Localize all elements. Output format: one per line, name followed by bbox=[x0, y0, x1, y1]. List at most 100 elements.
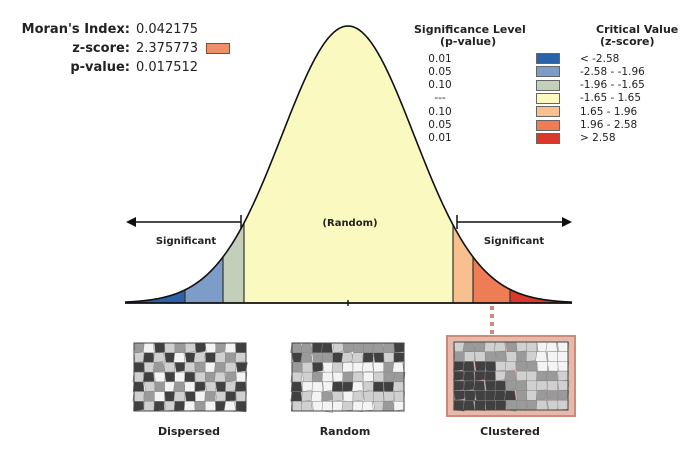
legend-p-value: 0.10 bbox=[428, 105, 452, 118]
legend-p-value: 0.01 bbox=[428, 52, 452, 65]
map-cell bbox=[547, 351, 559, 363]
map-cell bbox=[352, 342, 365, 353]
map-cell bbox=[300, 352, 313, 363]
map-border bbox=[453, 341, 569, 411]
legend-z-range: 1.65 - 1.96 bbox=[580, 105, 638, 118]
region-z-above-2-58 bbox=[510, 289, 572, 303]
map-cell bbox=[194, 342, 207, 353]
map-cell bbox=[184, 381, 196, 393]
map-cell bbox=[557, 351, 569, 363]
map-cell bbox=[545, 370, 558, 382]
map-border bbox=[291, 342, 405, 412]
map-cell bbox=[342, 381, 354, 392]
map-cell bbox=[393, 342, 405, 353]
map-cell bbox=[536, 361, 549, 373]
map-cell bbox=[557, 370, 569, 382]
map-cell bbox=[194, 401, 206, 412]
map-cell bbox=[342, 342, 355, 353]
map-cell bbox=[164, 381, 176, 392]
map-cell bbox=[332, 371, 344, 383]
map-cell bbox=[393, 371, 406, 383]
map-cell bbox=[393, 401, 405, 412]
map-cell bbox=[352, 362, 364, 373]
map-cell bbox=[311, 371, 323, 383]
map-cell bbox=[164, 362, 176, 373]
map-cell bbox=[383, 371, 395, 384]
map-cell bbox=[174, 371, 186, 383]
map-cell bbox=[235, 391, 247, 402]
map-cell bbox=[504, 390, 517, 402]
map-cell bbox=[361, 362, 374, 373]
map-cell bbox=[484, 400, 497, 411]
map-cell bbox=[310, 391, 323, 403]
map-dispersed bbox=[132, 342, 248, 413]
legend-p-value: 0.01 bbox=[428, 132, 452, 145]
map-cell bbox=[204, 381, 218, 392]
map-cell bbox=[526, 390, 538, 402]
map-cell bbox=[526, 341, 538, 353]
map-cell bbox=[331, 381, 344, 392]
random-label: (Random) bbox=[322, 218, 377, 229]
map-cell bbox=[474, 400, 486, 411]
map-cell bbox=[321, 371, 333, 383]
map-cell bbox=[505, 341, 518, 352]
map-label-dispersed: Dispersed bbox=[157, 425, 221, 438]
map-cell bbox=[290, 401, 303, 412]
legend-header-z-line1: Critical Value bbox=[596, 23, 679, 36]
map-cell bbox=[557, 390, 570, 401]
p-value-label: p-value: bbox=[70, 60, 130, 75]
map-cell bbox=[224, 342, 237, 355]
map-cell bbox=[474, 370, 486, 382]
legend-color-swatch bbox=[536, 79, 560, 91]
map-cell bbox=[526, 380, 538, 393]
map-cell bbox=[133, 401, 145, 412]
map-random bbox=[290, 342, 406, 413]
morans-index-value: 0.042175 bbox=[136, 22, 199, 37]
map-cell bbox=[204, 391, 216, 403]
map-cell bbox=[453, 390, 466, 401]
map-cell bbox=[535, 351, 548, 362]
map-cell bbox=[321, 342, 334, 354]
map-cell bbox=[546, 400, 560, 411]
legend-color-swatch bbox=[536, 92, 560, 104]
map-cell bbox=[474, 361, 487, 372]
map-cell bbox=[352, 391, 364, 402]
map-cell bbox=[515, 370, 528, 382]
map-cell bbox=[372, 381, 384, 393]
map-cell bbox=[332, 391, 344, 402]
map-cell bbox=[363, 381, 374, 392]
morans-index-row: Moran's Index: 0.042175 bbox=[6, 20, 230, 39]
map-cell bbox=[504, 361, 517, 372]
right-arrow-head bbox=[562, 217, 572, 227]
map-cell bbox=[484, 341, 496, 354]
map-cell bbox=[312, 362, 324, 373]
region-z-below-2-58 bbox=[125, 289, 185, 303]
map-clustered bbox=[453, 341, 570, 412]
map-cell bbox=[495, 400, 507, 411]
legend-z-range: > 2.58 bbox=[580, 132, 616, 145]
legend-z-range: -1.96 - -1.65 bbox=[580, 79, 645, 92]
z-score-label: z-score: bbox=[72, 41, 130, 56]
map-cell bbox=[547, 380, 558, 392]
map-cell bbox=[332, 401, 344, 412]
map-cell bbox=[515, 341, 528, 352]
map-cell bbox=[133, 362, 145, 373]
map-cell bbox=[332, 342, 345, 353]
map-cell bbox=[382, 401, 395, 412]
region-random bbox=[244, 26, 453, 303]
map-cell bbox=[484, 361, 497, 373]
right-significant-label: Significant bbox=[484, 236, 545, 247]
map-cell bbox=[463, 370, 476, 383]
map-cell bbox=[153, 401, 165, 412]
map-cell bbox=[142, 371, 155, 383]
legend-row: 0.05 -2.58 - -1.96 bbox=[410, 65, 645, 78]
map-label-clustered: Clustered bbox=[480, 425, 540, 438]
legend-color-swatch bbox=[536, 132, 560, 144]
map-cell bbox=[164, 342, 176, 354]
map-cell bbox=[290, 371, 303, 383]
map-cell bbox=[464, 351, 475, 362]
map-cell bbox=[225, 391, 237, 402]
map-cell bbox=[154, 391, 165, 403]
legend-color-swatch bbox=[536, 106, 560, 118]
map-cell bbox=[173, 381, 186, 392]
